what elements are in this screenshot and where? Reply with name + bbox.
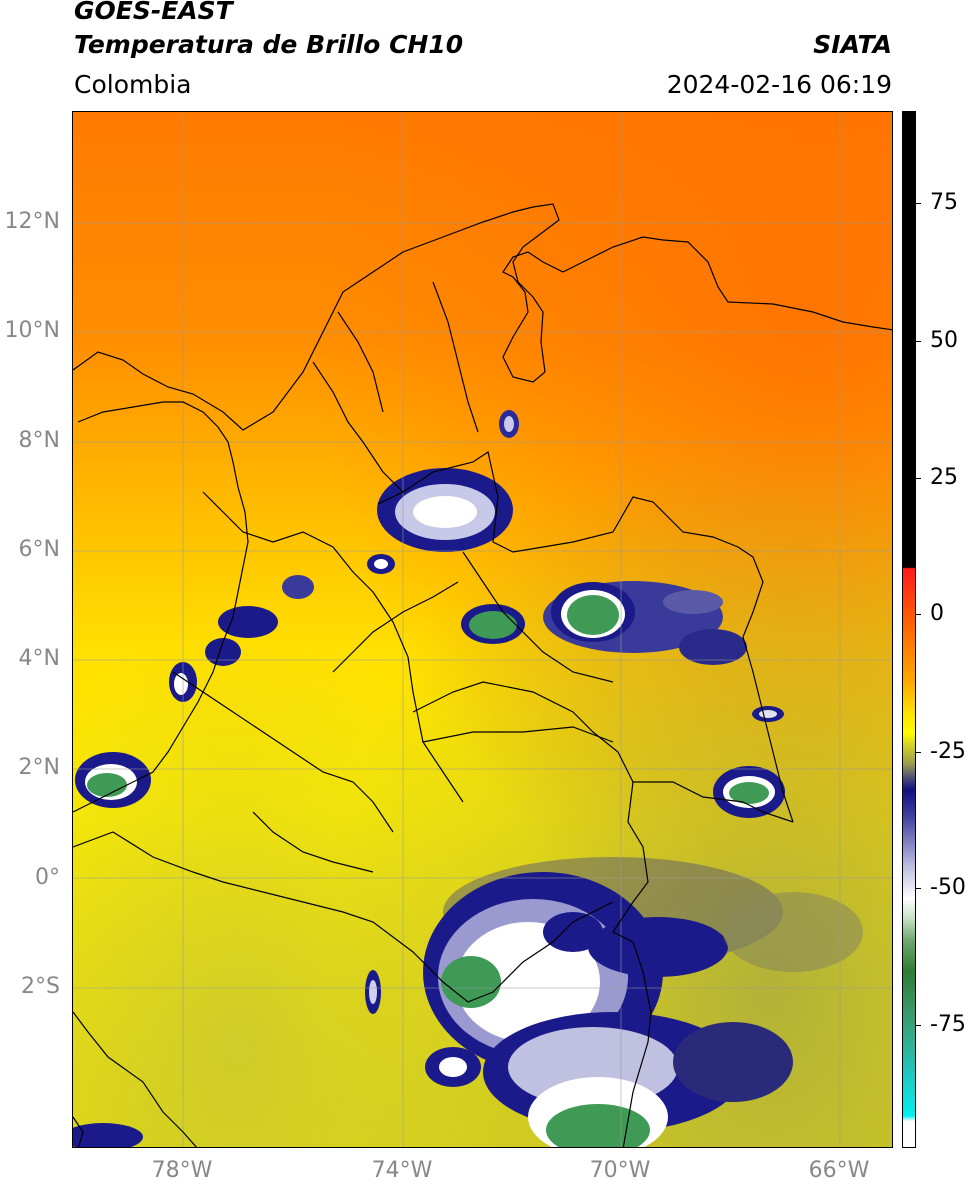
lat-label: 12°N: [4, 209, 60, 234]
inner-division-8: [422, 726, 614, 743]
cloud-cluster-catatumbo: [367, 468, 513, 574]
lower-coast: [73, 1116, 84, 1147]
colorbar-label: 25: [930, 465, 958, 490]
region-label: Colombia: [74, 70, 192, 99]
colorbar-tick: [916, 752, 921, 753]
lat-label: 8°N: [18, 428, 60, 453]
brightness-temperature-map: [72, 111, 893, 1148]
lon-label: 78°W: [151, 1158, 213, 1183]
satellite-title: GOES-EAST: [74, 0, 233, 25]
inner-division-4: [202, 491, 274, 543]
graticule: [73, 112, 892, 1147]
lon-label: 74°W: [371, 1158, 433, 1183]
organization-label: SIATA: [813, 30, 892, 59]
inner-division-5: [462, 551, 614, 683]
lat-label: 10°N: [4, 318, 60, 343]
colorbar-tick: [916, 341, 921, 342]
colorbar-tick: [916, 478, 921, 479]
cloud-small-north: [499, 410, 519, 438]
inner-division-7: [252, 811, 374, 873]
cloud-cluster-arauca: [461, 581, 747, 665]
llanos-division: [412, 681, 634, 783]
lat-label: 0°: [35, 865, 60, 890]
inner-division-10: [432, 281, 479, 433]
lon-label: 66°W: [808, 1158, 870, 1183]
caribbean-coast: [73, 203, 892, 431]
colorbar: [902, 111, 916, 1148]
peru-ecuador-border: [73, 831, 614, 1003]
inner-division-2: [172, 671, 394, 833]
inner-division-6: [332, 581, 459, 673]
brazil-border: [612, 781, 794, 1147]
inner-division-3: [312, 361, 404, 493]
cloud-cluster-amazon: [73, 857, 863, 1147]
inner-division-9: [337, 311, 384, 413]
lat-label: 6°N: [18, 537, 60, 562]
lat-label: 4°N: [18, 646, 60, 671]
pacific-coast: [73, 401, 249, 813]
colorbar-label: 75: [930, 190, 958, 215]
product-title: Temperatura de Brillo CH10: [74, 30, 464, 59]
lat-label: 2°S: [21, 974, 60, 999]
colorbar-label: -25: [930, 739, 966, 764]
colorbar-tick: [916, 203, 921, 204]
colorbar-tick: [916, 888, 921, 889]
colorbar-label: -50: [930, 875, 966, 900]
colorbar-label: -75: [930, 1012, 966, 1037]
inner-division-1: [272, 531, 464, 803]
venezuela-border: [377, 451, 794, 823]
colorbar-label: 0: [930, 601, 944, 626]
lon-label: 70°W: [589, 1158, 651, 1183]
timestamp-label: 2024-02-16 06:19: [666, 70, 892, 99]
colorbar-tick: [916, 614, 921, 615]
cloud-cluster-pacific: [75, 575, 314, 808]
colorbar-label: 50: [930, 328, 958, 353]
ecuador-coast: [73, 1011, 198, 1147]
boundaries: [73, 203, 892, 1147]
colorbar-tick: [916, 1025, 921, 1026]
cloud-cluster-guainia: [713, 706, 785, 818]
lat-label: 2°N: [18, 755, 60, 780]
